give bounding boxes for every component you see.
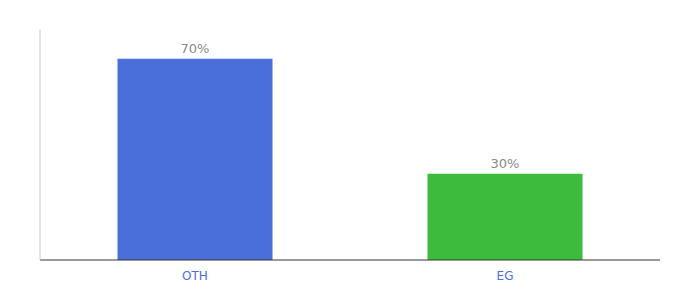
chart-svg: 70% 30% OTH EG [0, 0, 680, 300]
data-labels: 70% 30% [181, 41, 520, 171]
y-axis [40, 30, 41, 260]
data-label: 70% [181, 41, 210, 56]
x-axis [40, 260, 660, 261]
chart-container: 70% 30% OTH EG [0, 0, 680, 300]
bar [428, 174, 583, 260]
x-tick-label: OTH [182, 269, 208, 283]
bars [118, 59, 583, 260]
bar [118, 59, 273, 260]
page: {"chart_data": {"type": "bar", "categori… [0, 0, 680, 300]
x-tick-label: EG [497, 269, 514, 283]
x-tick-labels: OTH EG [182, 269, 513, 283]
data-label: 30% [491, 156, 520, 171]
